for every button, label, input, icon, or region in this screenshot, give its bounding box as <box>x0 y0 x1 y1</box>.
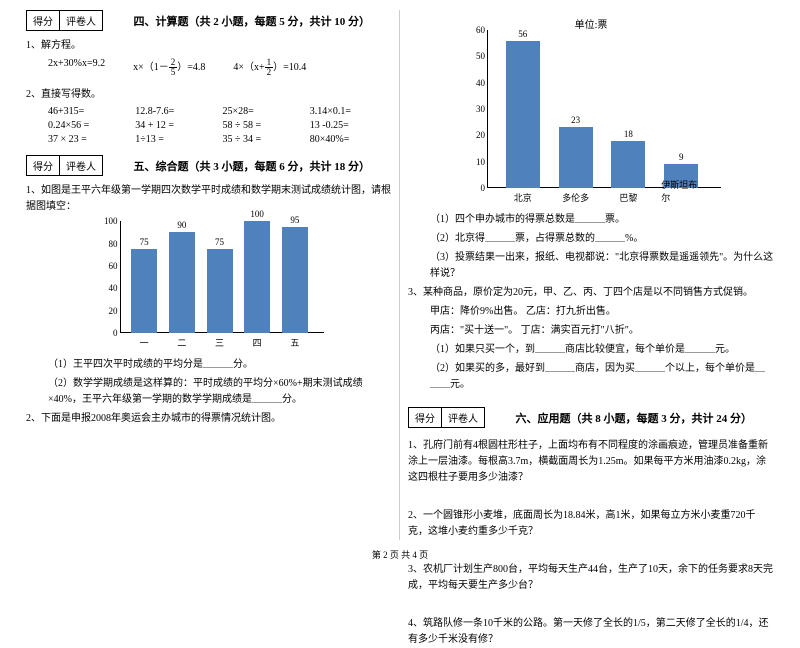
calc-cell: 34 + 12 = <box>135 120 216 131</box>
calc-cell: 12.8-7.6= <box>135 106 216 117</box>
bar <box>559 127 593 188</box>
left-column: 得分 评卷人 四、计算题（共 2 小题，每题 5 分，共计 10 分） 1、解方… <box>18 10 400 540</box>
q6-4: 4、筑路队修一条10千米的公路。第一天修了全长的1/5，第二天修了全长的1/4，… <box>408 616 774 648</box>
right-column: 单位:票 0 10 20 30 40 50 60 56 北京 23 多伦多 18 巴黎 9 伊斯坦布尔 （1… <box>400 10 782 540</box>
eq1: 2x+30%x=9.2 <box>48 58 105 77</box>
q6-1: 1、孔府门前有4根圆柱形柱子，上面均布有不同程度的涂画痕迹，管理员准备重新涂上一… <box>408 438 774 486</box>
q5-3c: （1）如果只买一个，到＿＿＿商店比较便宜，每个单价是＿＿＿元。 <box>408 342 774 358</box>
calc-cell: 37 × 23 = <box>48 134 129 145</box>
ytick: 80 <box>94 239 118 249</box>
bar <box>611 141 645 188</box>
ytick: 0 <box>94 328 118 338</box>
eq2: x×（1－25）=4.8 <box>133 58 205 77</box>
bar-value: 18 <box>613 129 643 139</box>
section6-title: 六、应用题（共 8 小题，每题 3 分，共计 24 分） <box>516 410 753 426</box>
bar <box>506 41 540 188</box>
q5-3d: （2）如果买的多，最好到＿＿＿商店，因为买＿＿＿个以上，每个单价是＿＿＿元。 <box>408 361 774 393</box>
ytick: 10 <box>461 157 485 167</box>
ytick: 100 <box>94 216 118 226</box>
grader-label: 评卷人 <box>60 156 102 175</box>
q5-3: 3、某种商品，原价定为20元，甲、乙、丙、丁四个店是以不同销售方式促销。 <box>408 285 774 301</box>
y-axis <box>487 30 488 188</box>
grader-label: 评卷人 <box>442 408 484 427</box>
calc-cell: 1÷13 = <box>135 134 216 145</box>
ytick: 40 <box>94 283 118 293</box>
x-category: 一 <box>140 336 149 349</box>
q5-1b: （2）数学学期成绩是这样算的：平时成绩的平均分×60%+期末测试成绩×40%，王… <box>26 376 391 408</box>
score-label: 得分 <box>409 408 442 427</box>
q5-2c: （3）投票结果一出来，报纸、电视都说："北京得票数是遥遥领先"。为什么这样说？ <box>408 250 774 282</box>
bar-value: 23 <box>561 115 591 125</box>
grader-label: 评卷人 <box>60 11 102 30</box>
x-category: 北京 <box>514 191 532 204</box>
score-label: 得分 <box>27 11 60 30</box>
ytick: 0 <box>461 183 485 193</box>
q5-2b: （2）北京得＿＿＿票，占得票总数的＿＿＿%。 <box>408 231 774 247</box>
calc-cell: 0.24×56 = <box>48 120 129 131</box>
bar-value: 75 <box>205 237 235 247</box>
q5-3b: 丙店："买十送一"。 丁店：满实百元打"八折"。 <box>408 323 774 339</box>
x-category: 多伦多 <box>562 191 589 204</box>
calc-grid: 46+315= 12.8-7.6= 25×28= 3.14×0.1= 0.24×… <box>26 106 391 145</box>
bar-value: 75 <box>129 237 159 247</box>
q5-2a: （1）四个申办城市的得票总数是＿＿＿票。 <box>408 212 774 228</box>
ytick: 30 <box>461 104 485 114</box>
q4-1: 1、解方程。 <box>26 38 391 54</box>
ytick: 20 <box>94 306 118 316</box>
q4-2: 2、直接写得数。 <box>26 87 391 103</box>
x-category: 巴黎 <box>619 191 637 204</box>
bar-value: 9 <box>666 152 696 162</box>
bar-value: 95 <box>280 215 310 225</box>
score-box: 得分 评卷人 <box>26 155 103 176</box>
q6-2: 2、一个圆锥形小麦堆，底面周长为18.84米，高1米，如果每立方米小麦重720千… <box>408 508 774 540</box>
score-label: 得分 <box>27 156 60 175</box>
section5-title: 五、综合题（共 3 小题，每题 6 分，共计 18 分） <box>134 158 371 174</box>
bar <box>131 249 157 333</box>
section4-header: 得分 评卷人 四、计算题（共 2 小题，每题 5 分，共计 10 分） <box>26 10 391 35</box>
x-category: 二 <box>177 336 186 349</box>
q5-3a: 甲店：降价9%出售。 乙店：打九折出售。 <box>408 304 774 320</box>
bar <box>207 249 233 333</box>
q5-2: 2、下面是申报2008年奥运会主办城市的得票情况统计图。 <box>26 411 391 427</box>
section6-header: 得分 评卷人 六、应用题（共 8 小题，每题 3 分，共计 24 分） <box>408 407 774 432</box>
chart2: 单位:票 0 10 20 30 40 50 60 56 北京 23 多伦多 18 巴黎 9 伊斯坦布尔 <box>461 16 721 206</box>
chart1: 02040608010075一90二75三100四95五 <box>94 221 324 351</box>
page: 得分 评卷人 四、计算题（共 2 小题，每题 5 分，共计 10 分） 1、解方… <box>0 0 800 540</box>
calc-cell: 25×28= <box>223 106 304 117</box>
y-axis <box>120 221 121 333</box>
x-category: 五 <box>290 336 299 349</box>
equation-row: 2x+30%x=9.2 x×（1－25）=4.8 4×（x+12）=10.4 <box>26 58 391 77</box>
section4-title: 四、计算题（共 2 小题，每题 5 分，共计 10 分） <box>134 13 371 29</box>
q6-3: 3、农机厂计划生产800台，平均每天生产44台，生产了10天，余下的任务要求8天… <box>408 562 774 594</box>
x-category: 伊斯坦布尔 <box>661 178 701 204</box>
calc-cell: 58 ÷ 58 = <box>223 120 304 131</box>
score-box: 得分 评卷人 <box>408 407 485 428</box>
bar-value: 56 <box>508 29 538 39</box>
chart2-unit: 单位:票 <box>575 16 608 31</box>
x-category: 四 <box>253 336 262 349</box>
ytick: 60 <box>94 261 118 271</box>
bar-value: 90 <box>167 220 197 230</box>
bar <box>282 227 308 333</box>
q5-1a: （1）王平四次平时成绩的平均分是＿＿＿分。 <box>26 357 391 373</box>
q5-1: 1、如图是王平六年级第一学期四次数学平时成绩和数学期末测试成绩统计图，请根据图填… <box>26 183 391 215</box>
section5-header: 得分 评卷人 五、综合题（共 3 小题，每题 6 分，共计 18 分） <box>26 155 391 180</box>
page-footer: 第 2 页 共 4 页 <box>0 548 800 561</box>
ytick: 50 <box>461 51 485 61</box>
calc-cell: 13 -0.25= <box>310 120 391 131</box>
ytick: 20 <box>461 130 485 140</box>
ytick: 40 <box>461 78 485 88</box>
x-category: 三 <box>215 336 224 349</box>
bar <box>244 221 270 333</box>
calc-cell: 46+315= <box>48 106 129 117</box>
bar-value: 100 <box>242 209 272 219</box>
calc-cell: 35 ÷ 34 = <box>223 134 304 145</box>
calc-cell: 80×40%= <box>310 134 391 145</box>
calc-cell: 3.14×0.1= <box>310 106 391 117</box>
eq3: 4×（x+12）=10.4 <box>233 58 306 77</box>
score-box: 得分 评卷人 <box>26 10 103 31</box>
bar <box>169 232 195 333</box>
ytick: 60 <box>461 25 485 35</box>
